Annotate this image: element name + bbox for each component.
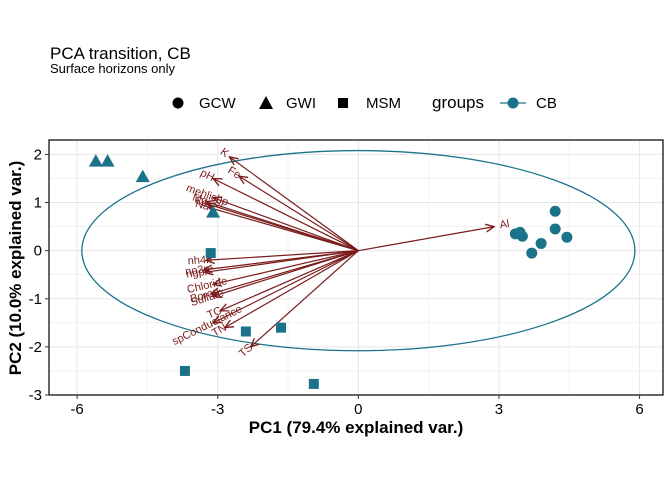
sample-points xyxy=(88,154,573,389)
point-triangle xyxy=(206,205,221,218)
point-triangle xyxy=(135,169,150,183)
loading-label: Ca xyxy=(193,194,211,210)
y-tick-label: -2 xyxy=(29,339,42,356)
chart-subtitle: Surface horizons only xyxy=(50,61,176,76)
loading-arrow xyxy=(358,227,494,252)
loading-arrow xyxy=(239,176,359,252)
legend-label-gcw: GCW xyxy=(199,95,237,112)
loading-arrow xyxy=(229,157,359,252)
loading-label: ngpn xyxy=(185,265,211,280)
point-square xyxy=(179,365,190,376)
loading-label: Na xyxy=(194,198,212,214)
loading-arrow xyxy=(211,250,359,294)
plot-panel xyxy=(49,140,663,396)
loading-arrow xyxy=(251,250,359,347)
ellipse-path xyxy=(81,149,636,352)
legend-group-point-icon xyxy=(507,97,519,109)
y-tick-label: 2 xyxy=(34,146,42,163)
legend-groups-title: groups xyxy=(432,93,484,112)
x-tick-label: 6 xyxy=(635,401,643,418)
loading-arrow xyxy=(225,250,359,328)
y-tick-label: 0 xyxy=(34,243,42,260)
x-tick-label: -3 xyxy=(211,401,224,418)
legend-circle-icon xyxy=(172,97,184,109)
point-square xyxy=(276,322,287,333)
loading-arrow xyxy=(213,250,359,323)
point-square xyxy=(308,378,319,389)
loading-arrow xyxy=(205,250,359,273)
x-tick-label: 0 xyxy=(354,401,362,418)
chart-title: PCA transition, CB xyxy=(50,44,191,63)
legend-triangle-icon xyxy=(259,96,273,109)
legend: GCW GWI MSM groups CB xyxy=(172,93,557,112)
y-tick-label: -3 xyxy=(29,387,42,404)
legend-label-cb: CB xyxy=(536,95,557,112)
point-circle xyxy=(535,237,547,249)
loading-arrow xyxy=(213,250,359,285)
loading-label: pH xyxy=(198,167,216,184)
panel-border xyxy=(48,139,664,396)
x-axis-title: PC1 (79.4% explained var.) xyxy=(249,418,464,437)
point-circle xyxy=(561,231,573,243)
legend-label-gwi: GWI xyxy=(286,95,316,112)
x-tick-label: 3 xyxy=(495,401,503,418)
point-square xyxy=(240,326,251,337)
loading-arrow xyxy=(213,198,359,252)
y-tick-label: -1 xyxy=(29,291,42,308)
point-square xyxy=(205,248,216,259)
point-circle xyxy=(516,230,528,242)
y-tick-label: 1 xyxy=(34,195,42,212)
point-circle xyxy=(549,205,561,217)
confidence-ellipse xyxy=(81,149,636,352)
legend-label-msm: MSM xyxy=(366,95,401,112)
loading-arrow xyxy=(208,207,359,252)
axis-ticks: -6 -3 0 3 6 -3 -2 -1 0 1 2 xyxy=(29,146,644,418)
loading-arrow xyxy=(220,250,359,311)
point-triangle xyxy=(100,154,115,167)
point-circle xyxy=(526,247,538,259)
loading-label: Mg xyxy=(191,191,209,207)
x-tick-label: -6 xyxy=(70,401,83,418)
legend-square-icon xyxy=(338,98,348,108)
point-circle xyxy=(549,223,561,235)
point-triangle xyxy=(88,154,103,167)
panel-frame xyxy=(48,139,664,396)
loading-arrow xyxy=(206,250,359,261)
loading-label: Al xyxy=(499,218,511,232)
loading-label: TC xyxy=(205,305,223,322)
loading-arrow xyxy=(213,178,359,252)
y-axis-title: PC2 (10.0% explained var.) xyxy=(6,161,25,376)
loading-label: Fe xyxy=(225,165,242,182)
